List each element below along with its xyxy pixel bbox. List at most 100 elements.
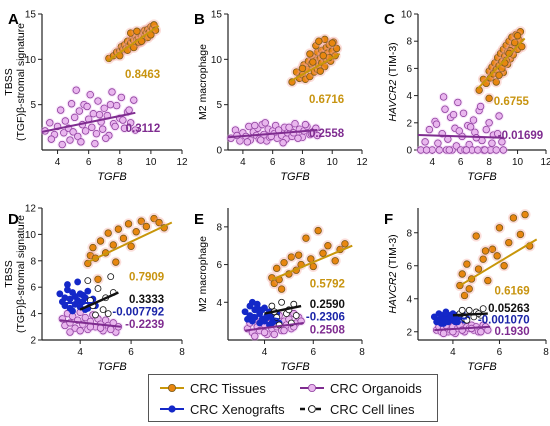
data-point [277,285,286,293]
y-tick-label-b: 0 [216,146,222,157]
data-point [98,125,107,133]
data-point [126,119,135,127]
data-point [316,67,325,75]
x-tick-label-e: 6 [310,347,316,358]
data-point [285,123,293,132]
data-point [319,52,327,60]
data-point [454,98,462,107]
correlation-label-crc-cell-lines-e: 0.2590 [310,299,345,311]
data-point [260,328,269,337]
fit-line-crc-organoids-d [59,319,122,328]
x-axis-title-b: TGFB [280,171,309,183]
y-tick-label-e: 6 [216,260,222,271]
panel-letter-f: F [384,211,393,228]
legend-item-xenografts: CRC Xenografts [159,399,285,419]
data-point [76,327,84,335]
data-point [462,146,471,154]
panel-b: B 4 6 8 10 12 0 5 10 15 TGFB M2 macrophage 0.6716 0.2… [194,10,368,184]
y-tick-label-f: 4 [406,294,412,305]
data-point [518,42,526,51]
y-axis-title-suffix-f: (TIM-3) [387,234,399,271]
data-point [114,225,123,233]
data-point [257,136,265,144]
data-point [485,119,493,127]
data-point [500,262,508,270]
data-point [321,62,329,71]
data-point [81,127,90,135]
fit-line-crc-cell-lines-e [264,304,302,315]
data-point [476,102,485,111]
data-point [435,146,444,154]
data-point [251,332,259,340]
data-point [477,328,485,336]
y-tick-label-f: 8 [406,228,412,239]
data-point [485,94,493,103]
data-point [74,132,82,141]
data-point [341,240,349,248]
y-tick-label-d: 8 [30,256,36,267]
x-tick-label-a: 12 [176,157,188,168]
legend-label-organoids: CRC Organoids [330,380,422,396]
x-tick-label-a: 4 [55,157,61,168]
data-point [69,128,77,136]
fit-line-crc-tissues-a [106,24,160,62]
data-point [481,247,490,255]
data-point [112,258,120,266]
data-point [109,241,117,249]
x-tick-label-c: 4 [429,157,435,168]
data-point [106,100,115,109]
data-point [56,106,65,114]
fit-line-crc-organoids-e [244,322,304,332]
data-point [86,90,94,99]
data-point [432,120,441,128]
data-point [130,43,138,52]
data-point [132,228,140,236]
x-tick-label-d: 8 [179,347,185,358]
data-point [499,146,508,154]
legend-item-cell-lines: CRC Cell lines [299,399,415,419]
panel-f: F 4 6 8 2 4 6 8 TGFB HAVCR2 (TIM-3) 0.6169 0.05263-… [384,208,549,373]
x-tick-label-a: 6 [86,157,92,168]
x-tick-label-b: 4 [240,157,246,168]
data-point [142,222,151,231]
data-point [521,210,529,219]
y-tick-label-e: 4 [216,298,222,309]
panel-letter-c: C [384,11,395,28]
data-point [306,72,314,81]
data-point [319,249,327,257]
data-point [451,318,459,326]
data-point [70,113,79,122]
y-tick-label-c: 0 [406,146,412,157]
data-point [332,44,341,53]
data-point [261,119,269,127]
x-axis-title-f: TGFB [467,361,496,373]
y-tick-label-d: 12 [25,204,37,215]
data-point [449,110,458,119]
tissue-marker-icon [160,384,184,392]
y-tick-label-d: 6 [30,283,36,294]
data-point [505,49,513,58]
data-point [268,302,276,310]
data-point [458,270,466,278]
panel-d: D 4 6 8 2 4 6 8 10 12 TGFB TBSS (TGF)β-stromal signa… [3,204,185,374]
y-tick-label-a: 15 [25,10,37,21]
data-point [287,253,296,261]
data-point [89,243,97,252]
data-point [495,71,503,79]
x-axis-title-d: TGFB [97,361,126,373]
cell-line-marker-icon [300,405,324,413]
x-tick-label-e: 4 [262,347,268,358]
legend-label-xenografts: CRC Xenografts [190,401,285,417]
data-point [309,58,317,66]
data-point [455,127,463,135]
data-point [61,117,70,125]
data-point [47,135,56,143]
y-tick-label-d: 10 [25,230,37,241]
data-point [505,238,513,247]
data-point [270,330,278,339]
data-point [280,258,288,267]
y-axis-title-d: TBSS [3,260,15,287]
data-point [488,245,497,253]
x-tick-label-f: 4 [450,347,456,358]
x-tick-label-b: 10 [327,157,339,168]
